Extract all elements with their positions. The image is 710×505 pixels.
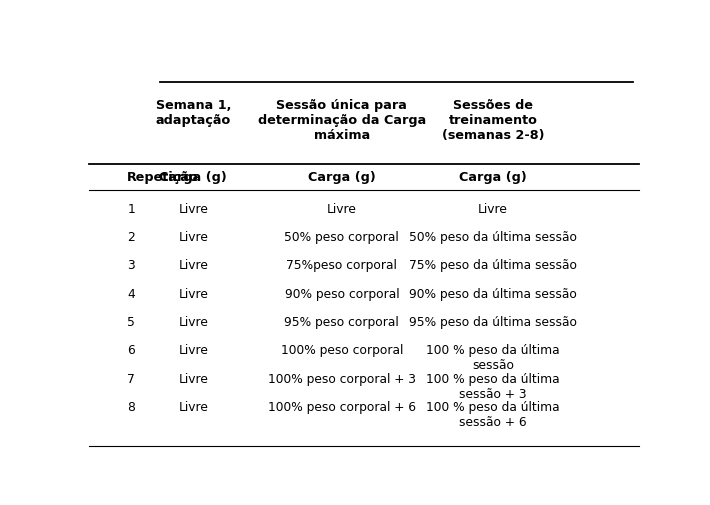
Text: 7: 7: [127, 373, 135, 386]
Text: 90% peso da última sessão: 90% peso da última sessão: [409, 288, 577, 300]
Text: 75%peso corporal: 75%peso corporal: [286, 259, 398, 272]
Text: 3: 3: [127, 259, 135, 272]
Text: 6: 6: [127, 344, 135, 358]
Text: Livre: Livre: [178, 401, 208, 414]
Text: Livre: Livre: [327, 203, 357, 216]
Text: Livre: Livre: [178, 316, 208, 329]
Text: 100 % peso da última
sessão + 3: 100 % peso da última sessão + 3: [427, 373, 560, 401]
Text: Sessões de
treinamento
(semanas 2-8): Sessões de treinamento (semanas 2-8): [442, 99, 545, 142]
Text: 100 % peso da última
sessão + 6: 100 % peso da última sessão + 6: [427, 401, 560, 429]
Text: 75% peso da última sessão: 75% peso da última sessão: [409, 259, 577, 272]
Text: 100% peso corporal + 3: 100% peso corporal + 3: [268, 373, 416, 386]
Text: 5: 5: [127, 316, 135, 329]
Text: 50% peso corporal: 50% peso corporal: [285, 231, 399, 244]
Text: Livre: Livre: [178, 344, 208, 358]
Text: 2: 2: [127, 231, 135, 244]
Text: 95% peso corporal: 95% peso corporal: [285, 316, 399, 329]
Text: 4: 4: [127, 288, 135, 300]
Text: Sessão única para
determinação da Carga
máxima: Sessão única para determinação da Carga …: [258, 99, 426, 142]
Text: Livre: Livre: [178, 288, 208, 300]
Text: Repetição: Repetição: [127, 171, 199, 184]
Text: Livre: Livre: [479, 203, 508, 216]
Text: 90% peso corporal: 90% peso corporal: [285, 288, 399, 300]
Text: 100% peso corporal + 6: 100% peso corporal + 6: [268, 401, 416, 414]
Text: 100 % peso da última
sessão: 100 % peso da última sessão: [427, 344, 560, 373]
Text: 100% peso corporal: 100% peso corporal: [280, 344, 403, 358]
Text: Livre: Livre: [178, 373, 208, 386]
Text: Carga (g): Carga (g): [160, 171, 227, 184]
Text: 1: 1: [127, 203, 135, 216]
Text: 50% peso da última sessão: 50% peso da última sessão: [409, 231, 577, 244]
Text: 95% peso da última sessão: 95% peso da última sessão: [409, 316, 577, 329]
Text: Carga (g): Carga (g): [459, 171, 527, 184]
Text: Semana 1,
adaptação: Semana 1, adaptação: [155, 99, 231, 127]
Text: Livre: Livre: [178, 231, 208, 244]
Text: Carga (g): Carga (g): [308, 171, 376, 184]
Text: Livre: Livre: [178, 203, 208, 216]
Text: Livre: Livre: [178, 259, 208, 272]
Text: 8: 8: [127, 401, 135, 414]
